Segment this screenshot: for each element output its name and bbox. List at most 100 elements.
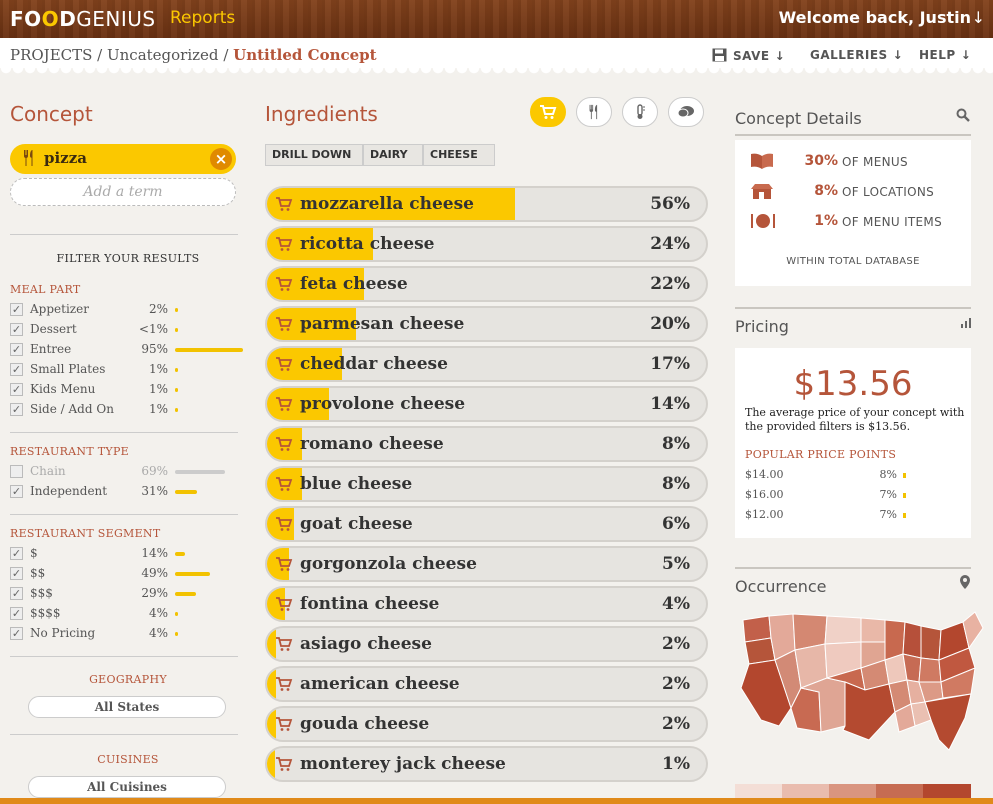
ingredient-row[interactable]: monterey jack cheese 1% [265, 746, 708, 782]
geography-select[interactable]: All States [28, 696, 226, 718]
ingredient-row[interactable]: provolone cheese 14% [265, 386, 708, 422]
concept-term-pill[interactable]: pizza × [10, 144, 236, 174]
ingredient-bar-fill [267, 428, 303, 460]
help-button[interactable]: HELP ↓ [919, 48, 972, 62]
filter-row[interactable]: ✓ Side / Add On 1% [10, 401, 240, 419]
drill-cheese-chip[interactable]: CHEESE [423, 144, 495, 166]
chevron-down-icon: ↓ [960, 48, 972, 62]
save-button[interactable]: SAVE ↓ [712, 48, 785, 63]
map-pin-icon[interactable] [960, 575, 970, 589]
breadcrumb-separator: / [218, 46, 234, 64]
search-icon[interactable] [956, 108, 970, 122]
drill-dairy-chip[interactable]: DAIRY [363, 144, 423, 166]
ingredient-row[interactable]: feta cheese 22% [265, 266, 708, 302]
galleries-button[interactable]: GALLERIES ↓ [810, 48, 904, 62]
filter-checkbox[interactable]: ✓ [10, 343, 23, 356]
filter-row[interactable]: ✓ $$$ 29% [10, 585, 240, 603]
filter-row[interactable]: ✓ $$$$ 4% [10, 605, 240, 623]
ingredient-name: ricotta cheese [300, 234, 435, 254]
ingredient-row[interactable]: fontina cheese 4% [265, 586, 708, 622]
filter-label: $$$ [30, 586, 53, 600]
concept-term-label: pizza [44, 149, 87, 167]
filter-checkbox[interactable]: ✓ [10, 383, 23, 396]
cuisines-select[interactable]: All Cuisines [28, 776, 226, 798]
map-legend [735, 784, 971, 798]
ingredient-row[interactable]: mozzarella cheese 56% [265, 186, 708, 222]
welcome-user-menu[interactable]: Welcome back, Justin [778, 8, 971, 27]
ingredient-row[interactable]: romano cheese 8% [265, 426, 708, 462]
filter-bar [175, 612, 178, 616]
chevron-down-icon[interactable]: ↓ [971, 8, 985, 27]
ingredient-row[interactable]: american cheese 2% [265, 666, 708, 702]
filter-row[interactable]: ✓ Kids Menu 1% [10, 381, 240, 399]
filter-checkbox[interactable] [10, 465, 23, 478]
price-point-row: $12.00 7% [745, 508, 955, 524]
trends-tab-button[interactable] [622, 97, 658, 127]
ingredient-row[interactable]: gouda cheese 2% [265, 706, 708, 742]
drill-down-chip[interactable]: DRILL DOWN [265, 144, 363, 166]
filter-checkbox[interactable]: ✓ [10, 303, 23, 316]
ingredient-row[interactable]: gorgonzola cheese 5% [265, 546, 708, 582]
foodgenius-logo[interactable]: FOODGENIUS [10, 7, 156, 31]
ingredient-row[interactable]: ricotta cheese 24% [265, 226, 708, 262]
filter-checkbox[interactable]: ✓ [10, 403, 23, 416]
filter-bar [175, 572, 211, 576]
filter-row[interactable]: ✓ Independent 31% [10, 483, 240, 501]
ingredients-title: Ingredients [265, 102, 378, 126]
filter-checkbox[interactable]: ✓ [10, 627, 23, 640]
reports-link[interactable]: Reports [170, 8, 236, 28]
cuisines-title: CUISINES [97, 753, 159, 766]
filter-row[interactable]: ✓ Appetizer 2% [10, 301, 240, 319]
ingredient-row[interactable]: goat cheese 6% [265, 506, 708, 542]
filter-percent: <1% [138, 322, 168, 336]
filter-checkbox[interactable]: ✓ [10, 485, 23, 498]
filter-label: Chain [30, 464, 66, 478]
filter-row[interactable]: ✓ Dessert <1% [10, 321, 240, 339]
ingredient-bar-fill [267, 548, 290, 580]
menu-items-tab-button[interactable] [576, 97, 612, 127]
cart-icon [275, 236, 293, 256]
remove-term-icon[interactable]: × [210, 148, 232, 170]
bar-chart-icon[interactable] [961, 318, 971, 328]
ingredient-row[interactable]: blue cheese 8% [265, 466, 708, 502]
filter-row[interactable]: ✓ $14% [10, 545, 240, 563]
filter-row[interactable]: ✓ Small Plates 1% [10, 361, 240, 379]
filter-label: Appetizer [30, 302, 89, 316]
filter-bar [175, 632, 178, 636]
filter-checkbox[interactable]: ✓ [10, 607, 23, 620]
add-term-input[interactable]: Add a term [10, 178, 236, 206]
breadcrumb-category[interactable]: Uncategorized [107, 46, 219, 64]
ingredient-percent: 24% [650, 234, 690, 254]
filter-percent: 31% [141, 484, 168, 498]
ingredient-row[interactable]: parmesan cheese 20% [265, 306, 708, 342]
filter-row[interactable]: Chain 69% [10, 463, 240, 481]
us-occurrence-map[interactable] [735, 608, 985, 768]
breadcrumb: PROJECTS / Uncategorized / Untitled Conc… [10, 46, 377, 64]
filter-checkbox[interactable]: ✓ [10, 587, 23, 600]
filter-checkbox[interactable]: ✓ [10, 363, 23, 376]
ingredient-percent: 2% [662, 674, 690, 694]
breadcrumb-current[interactable]: Untitled Concept [233, 46, 377, 64]
cart-icon [275, 316, 293, 336]
divider [10, 734, 238, 735]
filter-row[interactable]: ✓ No Pricing 4% [10, 625, 240, 643]
filter-label: Small Plates [30, 362, 106, 376]
ingredient-bar-fill [267, 228, 374, 260]
filter-checkbox[interactable]: ✓ [10, 323, 23, 336]
filter-checkbox[interactable]: ✓ [10, 547, 23, 560]
filter-percent: 1% [148, 362, 168, 376]
ingredient-name: monterey jack cheese [300, 754, 506, 774]
breadcrumb-bar: PROJECTS / Uncategorized / Untitled Conc… [0, 38, 993, 74]
comments-tab-button[interactable] [668, 97, 704, 127]
breadcrumb-projects[interactable]: PROJECTS [10, 46, 93, 64]
filter-checkbox[interactable]: ✓ [10, 567, 23, 580]
ingredient-bar-fill [267, 188, 516, 220]
filter-bar [175, 388, 178, 392]
ingredient-bar-fill [267, 268, 365, 300]
ingredient-row[interactable]: asiago cheese 2% [265, 626, 708, 662]
filter-row[interactable]: ✓ Entree 95% [10, 341, 244, 359]
save-icon [712, 48, 727, 62]
ingredients-tab-button[interactable] [530, 97, 566, 127]
ingredient-row[interactable]: cheddar cheese 17% [265, 346, 708, 382]
filter-row[interactable]: ✓ $$ 49% [10, 565, 240, 583]
